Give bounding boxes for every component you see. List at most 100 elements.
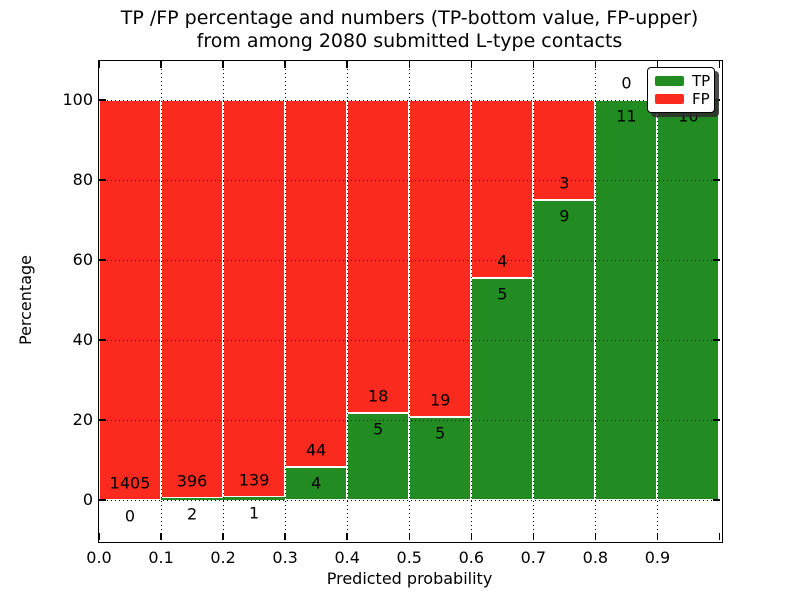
x-tick-top: [408, 61, 410, 68]
y-tick: [99, 179, 106, 181]
y-gridline: [99, 179, 720, 181]
bar-label-fp: 18: [368, 386, 389, 406]
bar-segment-tp: [595, 100, 658, 500]
bar-segment-fp: [223, 100, 286, 498]
bar-segment-tp: [533, 200, 596, 500]
bar-segment-tp: [285, 466, 348, 500]
x-tick-top: [284, 61, 286, 68]
x-gridline: [470, 61, 472, 540]
tp-swatch-icon: [655, 76, 684, 86]
y-tick-label: 100: [62, 90, 93, 110]
y-tick-label: 40: [72, 330, 93, 350]
x-gridline: [222, 61, 224, 540]
x-tick: [346, 533, 348, 540]
x-tick-label: 0.6: [458, 548, 485, 567]
y-tick: [99, 499, 106, 501]
x-tick-label: 0.9: [644, 548, 671, 567]
bar-label-fp: 0: [621, 73, 632, 93]
bar-label-tp: 1: [249, 503, 260, 523]
bar-segment-fp: [409, 100, 472, 417]
x-tick-label: 0.4: [334, 548, 360, 567]
legend-item-tp: TP: [655, 72, 711, 90]
bar-segment-tp: [161, 497, 224, 500]
y-tick: [99, 259, 106, 261]
y-tick-right: [712, 99, 720, 101]
bar-segment-fp: [161, 100, 224, 498]
bar-segment-tp: [347, 413, 410, 500]
bar-label-tp: 4: [311, 473, 322, 493]
chart-title-line2: from among 2080 submitted L-type contact…: [196, 30, 623, 52]
y-tick: [99, 339, 106, 341]
x-tick-label: 0.7: [520, 548, 547, 567]
x-gridline: [408, 61, 410, 540]
x-tick-top: [594, 61, 597, 68]
bar-segment-tp: [409, 416, 472, 500]
y-tick-right: [712, 179, 720, 181]
x-tick-top: [470, 61, 473, 68]
x-tick: [408, 533, 410, 540]
y-gridline: [99, 339, 720, 341]
x-tick-label: 0.0: [86, 548, 112, 567]
x-tick-top: [718, 61, 721, 68]
bar-label-tp: 5: [373, 419, 384, 439]
bar-label-fp: 1405: [109, 473, 151, 493]
bar-label-fp: 139: [238, 470, 270, 490]
x-tick: [718, 533, 721, 540]
bar-segment-fp: [347, 100, 410, 414]
x-tick: [532, 533, 535, 540]
y-axis-label: Percentage: [16, 254, 36, 346]
bar-label-tp: 5: [497, 284, 508, 304]
x-tick-top: [346, 61, 348, 68]
bar-segment-tp: [471, 277, 534, 500]
bar-label-fp: 4: [497, 251, 508, 271]
x-tick: [222, 533, 224, 540]
y-gridline: [99, 499, 720, 501]
bar-segment-tp: [223, 497, 286, 500]
y-gridline: [99, 259, 720, 261]
x-gridline: [656, 61, 658, 540]
bar-segment-fp: [99, 100, 162, 500]
legend-label-tp: TP: [692, 72, 711, 90]
bar-label-fp: 44: [305, 440, 327, 460]
x-tick-top: [656, 61, 659, 68]
bar-label-fp: 3: [559, 173, 570, 193]
x-gridline: [594, 61, 596, 540]
x-axis-label: Predicted probability: [326, 569, 493, 588]
legend-label-fp: FP: [692, 90, 710, 108]
bar-label-tp: 9: [559, 206, 570, 226]
x-tick-label: 0.5: [396, 548, 422, 567]
chart-title-line1: TP /FP percentage and numbers (TP-bottom…: [120, 7, 699, 29]
x-tick-top: [222, 61, 224, 68]
bar-label-fp: 19: [430, 390, 451, 410]
y-tick-label: 80: [72, 170, 93, 190]
bar-segment-tp: [657, 100, 720, 500]
x-gridline: [160, 61, 162, 540]
y-tick-label: 60: [72, 250, 93, 270]
x-tick-top: [98, 61, 100, 68]
bar-label-tp: 0: [124, 506, 136, 526]
x-tick: [470, 533, 473, 540]
y-tick-label: 20: [72, 410, 93, 430]
bar-label-tp: 2: [186, 504, 198, 524]
x-tick-label: 0.2: [210, 548, 236, 567]
y-tick: [99, 99, 106, 101]
y-gridline: [99, 99, 720, 101]
bar-label-fp: 396: [176, 471, 208, 491]
y-tick-right: [712, 499, 720, 501]
x-tick-label: 0.1: [148, 548, 174, 567]
x-tick-label: 0.8: [582, 548, 609, 567]
y-tick: [99, 419, 106, 421]
y-tick-right: [712, 259, 720, 261]
x-tick: [656, 533, 659, 540]
x-tick: [98, 533, 100, 540]
x-gridline: [284, 61, 286, 540]
x-tick-label: 0.3: [272, 548, 298, 567]
x-tick-top: [532, 61, 535, 68]
x-gridline: [346, 61, 348, 540]
x-tick: [594, 533, 597, 540]
bar-label-tp: 5: [435, 423, 446, 443]
x-tick: [284, 533, 286, 540]
fp-swatch-icon: [655, 94, 684, 104]
y-tick-label: 0: [82, 490, 93, 510]
